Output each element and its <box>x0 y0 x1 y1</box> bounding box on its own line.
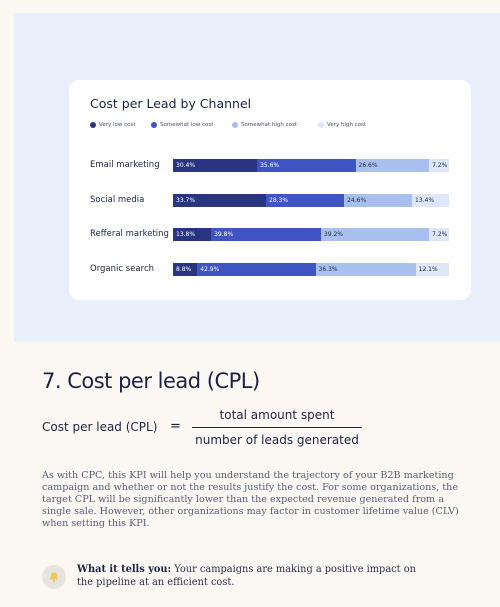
stacked-bar: 30.4% 35.6% 26.6% 7.2% <box>173 159 449 172</box>
bar-segment: 39.8% <box>211 228 321 241</box>
stacked-bar: 8.8% 42.9% 36.3% 12.1% <box>173 262 449 276</box>
legend-swatch <box>318 122 324 128</box>
bell-icon <box>42 565 66 589</box>
legend-swatch <box>232 122 238 128</box>
bar-segment: 39.2% <box>320 228 430 241</box>
tip-body: Your campaigns are making a positive imp… <box>77 564 416 588</box>
bar-segment: 12.1% <box>415 262 449 276</box>
legend-item: Very low cost <box>90 122 136 128</box>
legend-swatch <box>151 122 157 128</box>
formula-equals: = <box>170 419 181 434</box>
stacked-bar: 33.7% 28.3% 24.6% 13.4% <box>173 193 449 207</box>
category-label: Organic search <box>90 263 154 274</box>
legend-item: Somewhat low cost <box>151 122 213 128</box>
formula-denominator: number of leads generated <box>195 433 359 447</box>
category-label: Social media <box>90 194 145 205</box>
legend-item: Very high cost <box>318 122 366 128</box>
bar-segment: 7.2% <box>429 228 449 241</box>
bar-segment: 8.8% <box>173 262 198 276</box>
formula-numerator: total amount spent <box>219 408 335 422</box>
stacked-bar: 13.8% 39.8% 39.2% 7.2% <box>173 228 449 241</box>
legend-label: Very low cost <box>99 122 136 128</box>
fraction-line <box>192 427 362 428</box>
formula-lhs: Cost per lead (CPL) <box>42 420 158 434</box>
legend-label: Very high cost <box>327 122 367 128</box>
chart-card: Cost per Lead by Channel Very low cost So… <box>69 80 471 300</box>
legend-label: Somewhat low cost <box>160 122 214 128</box>
category-label: Email marketing <box>90 160 160 170</box>
bar-segment: 13.4% <box>412 193 449 207</box>
bar-segment: 13.8% <box>173 228 212 241</box>
bar-segment: 28.3% <box>266 193 345 207</box>
section-heading: 7. Cost per lead (CPL) <box>42 369 260 393</box>
bar-segment: 35.6% <box>257 159 356 172</box>
legend-label: Somewhat high cost <box>241 122 298 128</box>
legend-item: Somewhat high cost <box>232 122 297 128</box>
category-label: Refferal marketing <box>90 229 169 239</box>
tip-text: What it tells you: Your campaigns are ma… <box>77 563 417 589</box>
bar-segment: 7.2% <box>429 159 449 172</box>
bar-segment: 26.6% <box>355 159 430 172</box>
bar-segment: 33.7% <box>173 193 266 207</box>
bar-segment: 24.6% <box>344 193 412 207</box>
bar-segment: 42.9% <box>197 262 316 276</box>
tip-label: What it tells you: <box>77 564 172 575</box>
chart-banner: Cost per Lead by Channel Very low cost So… <box>14 13 500 342</box>
bar-segment: 36.3% <box>315 262 416 276</box>
legend-swatch <box>90 122 96 128</box>
body-paragraph: As with CPC, this KPI will help you unde… <box>42 470 459 529</box>
bar-segment: 30.4% <box>173 159 258 172</box>
chart-title: Cost per Lead by Channel <box>90 96 252 111</box>
